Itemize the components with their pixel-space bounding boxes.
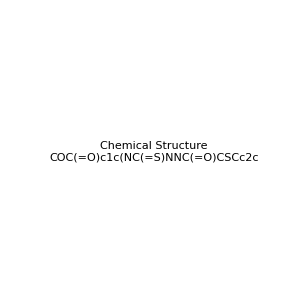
Text: Chemical Structure
COC(=O)c1c(NC(=S)NNC(=O)CSCc2c: Chemical Structure COC(=O)c1c(NC(=S)NNC(… xyxy=(49,141,259,162)
